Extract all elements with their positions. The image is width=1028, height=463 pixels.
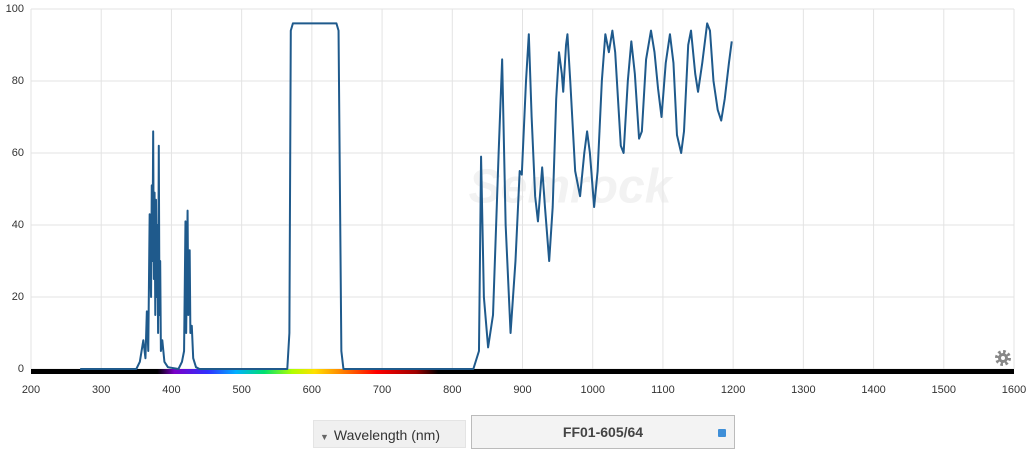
x-tick-label: 1400 — [861, 384, 885, 396]
spectrum-bar — [31, 369, 1014, 374]
y-tick-label: 100 — [6, 3, 24, 15]
filter-button-label: FF01-605/64 — [562, 424, 644, 440]
x-tick-label: 400 — [162, 384, 180, 396]
x-tick-label: 600 — [303, 384, 321, 396]
visible-spectrum — [157, 369, 439, 374]
x-tick-label: 800 — [443, 384, 461, 396]
x-tick-label: 300 — [92, 384, 110, 396]
filter-button[interactable]: FF01-605/64 — [471, 415, 735, 449]
x-tick-label: 700 — [373, 384, 391, 396]
x-tick-label: 1000 — [580, 384, 604, 396]
axis-select-label: Wavelength (nm) — [333, 427, 440, 443]
axis-select[interactable]: ▼ Wavelength (nm) — [313, 420, 466, 448]
x-tick-label: 1300 — [791, 384, 815, 396]
chart: Semrock 0 20 40 60 80 100 200 300 400 500 600 700 80… — [6, 3, 1027, 396]
y-tick-label: 0 — [18, 363, 24, 375]
x-tick-label: 500 — [232, 384, 250, 396]
y-tick-label: 40 — [12, 219, 24, 231]
y-tick-label: 20 — [12, 291, 24, 303]
y-tick-label: 80 — [12, 75, 24, 87]
x-tick-label: 200 — [22, 384, 40, 396]
y-tick-label: 60 — [12, 147, 24, 159]
watermark: Semrock — [469, 161, 674, 214]
gear-icon[interactable] — [995, 350, 1011, 366]
transmission-line — [80, 22, 733, 370]
x-tick-label: 1600 — [1002, 384, 1026, 396]
save-icon[interactable] — [718, 429, 726, 437]
x-tick-label: 1500 — [932, 384, 956, 396]
x-tick-label: 1100 — [651, 384, 675, 396]
x-tick-label: 1200 — [721, 384, 745, 396]
x-tick-label: 900 — [513, 384, 531, 396]
